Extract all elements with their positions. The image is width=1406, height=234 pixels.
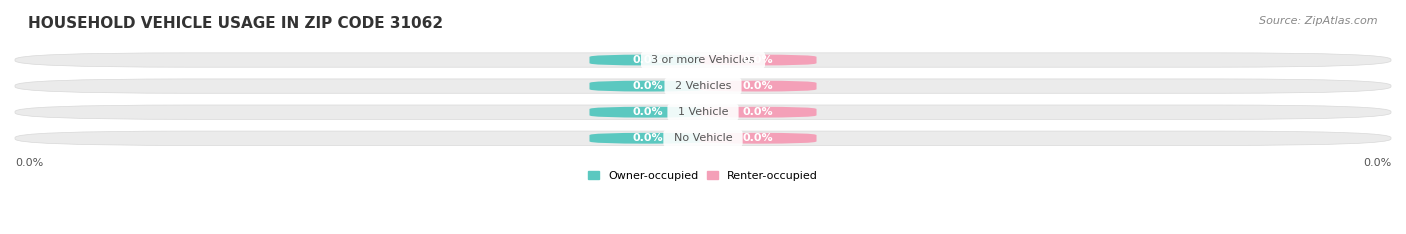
Text: 0.0%: 0.0%: [633, 133, 664, 143]
Text: 0.0%: 0.0%: [15, 158, 44, 168]
FancyBboxPatch shape: [15, 53, 1391, 67]
Text: No Vehicle: No Vehicle: [666, 133, 740, 143]
Text: 0.0%: 0.0%: [742, 55, 773, 65]
Text: 1 Vehicle: 1 Vehicle: [671, 107, 735, 117]
Legend: Owner-occupied, Renter-occupied: Owner-occupied, Renter-occupied: [583, 167, 823, 186]
FancyBboxPatch shape: [15, 105, 1391, 119]
Text: HOUSEHOLD VEHICLE USAGE IN ZIP CODE 31062: HOUSEHOLD VEHICLE USAGE IN ZIP CODE 3106…: [28, 16, 443, 31]
FancyBboxPatch shape: [700, 55, 817, 66]
FancyBboxPatch shape: [700, 133, 817, 144]
FancyBboxPatch shape: [15, 79, 1391, 93]
Text: Source: ZipAtlas.com: Source: ZipAtlas.com: [1260, 16, 1378, 26]
Text: 0.0%: 0.0%: [742, 81, 773, 91]
FancyBboxPatch shape: [15, 131, 1391, 145]
FancyBboxPatch shape: [700, 81, 817, 91]
FancyBboxPatch shape: [589, 133, 706, 144]
Text: 0.0%: 0.0%: [633, 107, 664, 117]
Text: 0.0%: 0.0%: [633, 55, 664, 65]
Text: 0.0%: 0.0%: [742, 133, 773, 143]
FancyBboxPatch shape: [700, 107, 817, 118]
Text: 2 Vehicles: 2 Vehicles: [668, 81, 738, 91]
Text: 0.0%: 0.0%: [742, 107, 773, 117]
Text: 3 or more Vehicles: 3 or more Vehicles: [644, 55, 762, 65]
Text: 0.0%: 0.0%: [1362, 158, 1391, 168]
FancyBboxPatch shape: [589, 81, 706, 91]
Text: 0.0%: 0.0%: [633, 81, 664, 91]
FancyBboxPatch shape: [589, 55, 706, 66]
FancyBboxPatch shape: [589, 107, 706, 118]
